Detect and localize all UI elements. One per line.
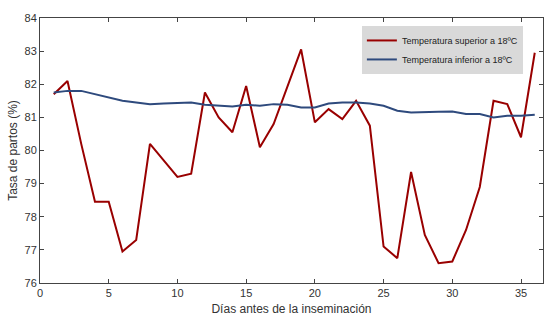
svg-text:83: 83 bbox=[25, 45, 37, 57]
svg-text:35: 35 bbox=[515, 287, 527, 299]
svg-text:0: 0 bbox=[37, 287, 43, 299]
svg-text:79: 79 bbox=[25, 177, 37, 189]
svg-text:15: 15 bbox=[240, 287, 252, 299]
svg-text:20: 20 bbox=[309, 287, 321, 299]
svg-text:Temperatura superior a 18ºC: Temperatura superior a 18ºC bbox=[402, 36, 518, 46]
svg-text:30: 30 bbox=[446, 287, 458, 299]
svg-text:5: 5 bbox=[106, 287, 112, 299]
svg-text:76: 76 bbox=[25, 277, 37, 289]
svg-text:81: 81 bbox=[25, 111, 37, 123]
svg-text:25: 25 bbox=[377, 287, 389, 299]
svg-text:84: 84 bbox=[25, 12, 37, 24]
svg-text:78: 78 bbox=[25, 211, 37, 223]
svg-text:80: 80 bbox=[25, 144, 37, 156]
svg-text:77: 77 bbox=[25, 244, 37, 256]
svg-text:Días antes de la inseminación: Días antes de la inseminación bbox=[211, 302, 371, 316]
svg-text:Tasa de partos (%): Tasa de partos (%) bbox=[6, 100, 20, 201]
svg-text:Temperatura inferior a 18ºC: Temperatura inferior a 18ºC bbox=[402, 55, 513, 65]
svg-text:10: 10 bbox=[171, 287, 183, 299]
svg-text:82: 82 bbox=[25, 78, 37, 90]
